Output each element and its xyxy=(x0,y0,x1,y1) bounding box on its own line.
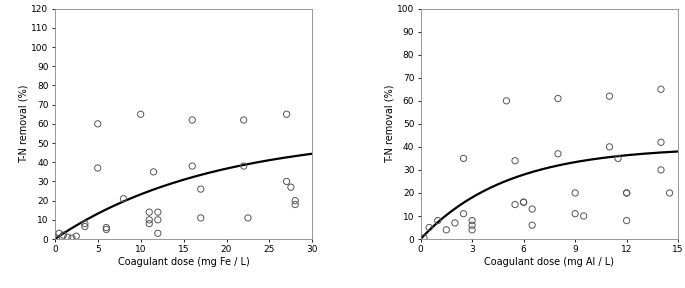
Point xyxy=(527,223,538,228)
Point xyxy=(92,166,103,170)
Point xyxy=(510,158,521,163)
Point xyxy=(152,210,163,215)
Point xyxy=(148,170,159,174)
Point xyxy=(66,236,77,240)
Point xyxy=(238,118,249,122)
Point xyxy=(458,211,469,216)
Point xyxy=(466,228,477,232)
Point xyxy=(621,191,632,195)
Point xyxy=(604,94,615,98)
Point xyxy=(466,218,477,223)
Point xyxy=(570,211,581,216)
Point xyxy=(101,227,112,232)
Point xyxy=(281,112,292,117)
Point xyxy=(458,156,469,161)
Y-axis label: T-N removal (%): T-N removal (%) xyxy=(18,85,29,163)
Point xyxy=(510,202,521,207)
Point xyxy=(466,223,477,228)
Point xyxy=(570,191,581,195)
Point xyxy=(449,221,460,225)
Point xyxy=(578,214,589,218)
Point xyxy=(612,156,623,161)
Point xyxy=(92,122,103,126)
Point xyxy=(195,216,206,220)
Point xyxy=(118,196,129,201)
Point xyxy=(79,221,90,226)
Point xyxy=(501,98,512,103)
Point xyxy=(290,198,301,203)
Point xyxy=(195,187,206,192)
Point xyxy=(656,168,667,172)
Point xyxy=(424,225,435,230)
Point xyxy=(290,202,301,207)
Y-axis label: T-N removal (%): T-N removal (%) xyxy=(384,85,395,163)
Point xyxy=(53,231,64,236)
Point xyxy=(621,191,632,195)
Point xyxy=(62,235,73,239)
Point xyxy=(152,231,163,236)
Point xyxy=(58,233,69,238)
Point xyxy=(441,228,452,232)
Point xyxy=(527,207,538,211)
Point xyxy=(604,145,615,149)
Point xyxy=(144,217,155,222)
Point xyxy=(51,236,62,240)
Point xyxy=(144,221,155,226)
Point xyxy=(656,140,667,145)
Point xyxy=(71,234,82,238)
Point xyxy=(144,210,155,215)
Point xyxy=(621,218,632,223)
X-axis label: Coagulant dose (mg Fe / L): Coagulant dose (mg Fe / L) xyxy=(118,257,249,267)
Point xyxy=(518,200,529,204)
Point xyxy=(281,179,292,184)
Point xyxy=(238,164,249,168)
Point xyxy=(152,217,163,222)
X-axis label: Coagulant dose (mg Al / L): Coagulant dose (mg Al / L) xyxy=(484,257,614,267)
Point xyxy=(187,118,198,122)
Point xyxy=(419,236,429,240)
Point xyxy=(187,164,198,168)
Point xyxy=(79,224,90,229)
Point xyxy=(432,218,443,223)
Point xyxy=(553,151,564,156)
Point xyxy=(664,191,675,195)
Point xyxy=(242,216,253,220)
Point xyxy=(656,87,667,92)
Point xyxy=(553,96,564,101)
Point xyxy=(101,225,112,230)
Point xyxy=(518,200,529,204)
Point xyxy=(135,112,146,117)
Point xyxy=(286,185,297,190)
